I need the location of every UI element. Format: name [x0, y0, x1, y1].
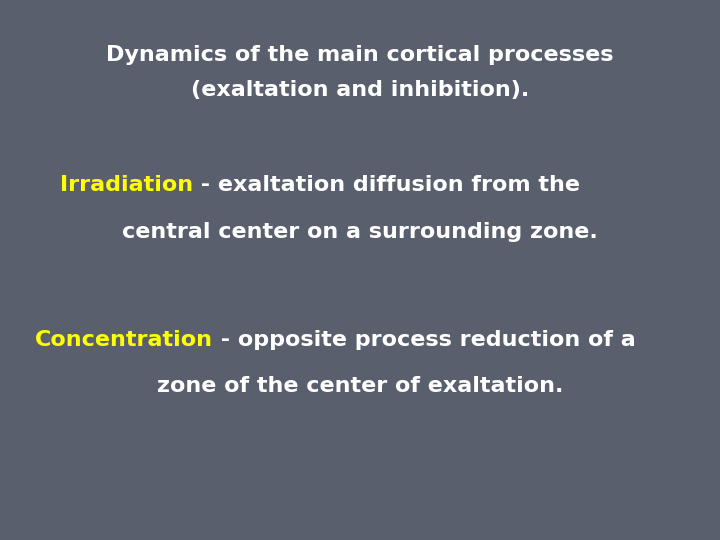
Text: - exaltation diffusion from the: - exaltation diffusion from the	[193, 175, 580, 195]
Text: Dynamics of the main cortical processes: Dynamics of the main cortical processes	[107, 45, 613, 65]
Text: (exaltation and inhibition).: (exaltation and inhibition).	[191, 80, 529, 100]
Text: - opposite process reduction of a: - opposite process reduction of a	[213, 330, 636, 350]
Text: Irradiation: Irradiation	[60, 175, 193, 195]
Text: central center on a surrounding zone.: central center on a surrounding zone.	[122, 221, 598, 241]
Text: zone of the center of exaltation.: zone of the center of exaltation.	[157, 376, 563, 396]
Text: Concentration: Concentration	[35, 330, 213, 350]
